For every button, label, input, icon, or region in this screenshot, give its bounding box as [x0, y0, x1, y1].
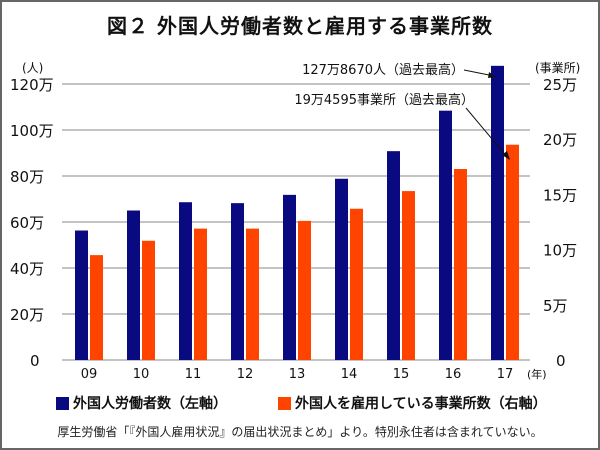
right-axis-unit: (事業所): [535, 61, 580, 75]
annotation-arrowhead-workers: [488, 72, 496, 78]
bar-workers: [231, 203, 244, 360]
x-tick-label: 10: [133, 367, 150, 382]
bar-establishments: [246, 228, 259, 360]
legend-item-workers: 外国人労働者数（左軸）: [56, 393, 227, 413]
legend-label-establishments: 外国人を雇用している事業所数（右軸）: [295, 396, 547, 412]
x-tick-label: 16: [445, 367, 462, 382]
y-tick-right: 0: [556, 352, 566, 370]
y-tick-left: 80万: [10, 168, 44, 186]
legend-label-workers: 外国人労働者数（左軸）: [73, 396, 227, 412]
y-tick-left: 60万: [10, 214, 44, 232]
y-tick-right: 25万: [543, 76, 577, 94]
y-tick-left: 100万: [10, 122, 54, 140]
bar-establishments: [402, 191, 415, 360]
bar-establishments: [350, 208, 363, 360]
bar-workers: [283, 194, 296, 360]
x-tick-label: 13: [289, 367, 306, 382]
x-tick-label: 11: [185, 367, 202, 382]
bar-workers: [335, 178, 348, 360]
annotation-workers: 127万8670人（過去最高）: [302, 62, 464, 78]
y-tick-left: 40万: [10, 260, 44, 278]
bar-workers: [491, 65, 504, 360]
annotation-arrowhead-establishments: [502, 151, 510, 160]
bar-establishments: [298, 220, 311, 360]
y-tick-left: 20万: [10, 306, 44, 324]
bar-workers: [127, 210, 140, 360]
bar-establishments: [454, 169, 467, 360]
y-tick-right: 10万: [543, 242, 577, 260]
x-tick-label: 15: [393, 367, 410, 382]
bar-workers: [439, 110, 452, 361]
x-tick-label: 14: [341, 367, 358, 382]
bar-establishments: [90, 255, 103, 360]
left-axis-unit: (人): [22, 61, 43, 75]
bar-workers: [75, 230, 88, 360]
x-tick-label: 12: [237, 367, 254, 382]
y-tick-right: 20万: [543, 131, 577, 149]
y-tick-right: 15万: [543, 186, 577, 204]
x-tick-label: 17: [497, 367, 514, 382]
annotation-arrow-establishments: [465, 107, 509, 159]
annotation-establishments: 19万4595事業所（過去最高）: [294, 92, 474, 108]
bar-establishments: [194, 228, 207, 360]
x-axis-unit: (年): [527, 367, 547, 381]
bar-workers: [387, 151, 400, 360]
bar-establishments: [142, 240, 155, 360]
bar-establishments: [506, 144, 519, 360]
source-note: 厚生労働省「『外国人雇用状況』の届出状況まとめ」より。特別永住者は含まれていない…: [57, 425, 543, 439]
legend-swatch-establishments: [278, 396, 291, 410]
legend-item-establishments: 外国人を雇用している事業所数（右軸）: [278, 393, 547, 413]
y-tick-left: 120万: [10, 76, 54, 94]
x-tick-label: 09: [81, 367, 98, 382]
chart-title: 図２ 外国人労働者数と雇用する事業所数: [107, 14, 493, 38]
y-tick-left: 0: [30, 352, 40, 370]
y-tick-right: 5万: [543, 297, 568, 315]
bar-workers: [179, 202, 192, 360]
legend-swatch-workers: [56, 396, 69, 410]
